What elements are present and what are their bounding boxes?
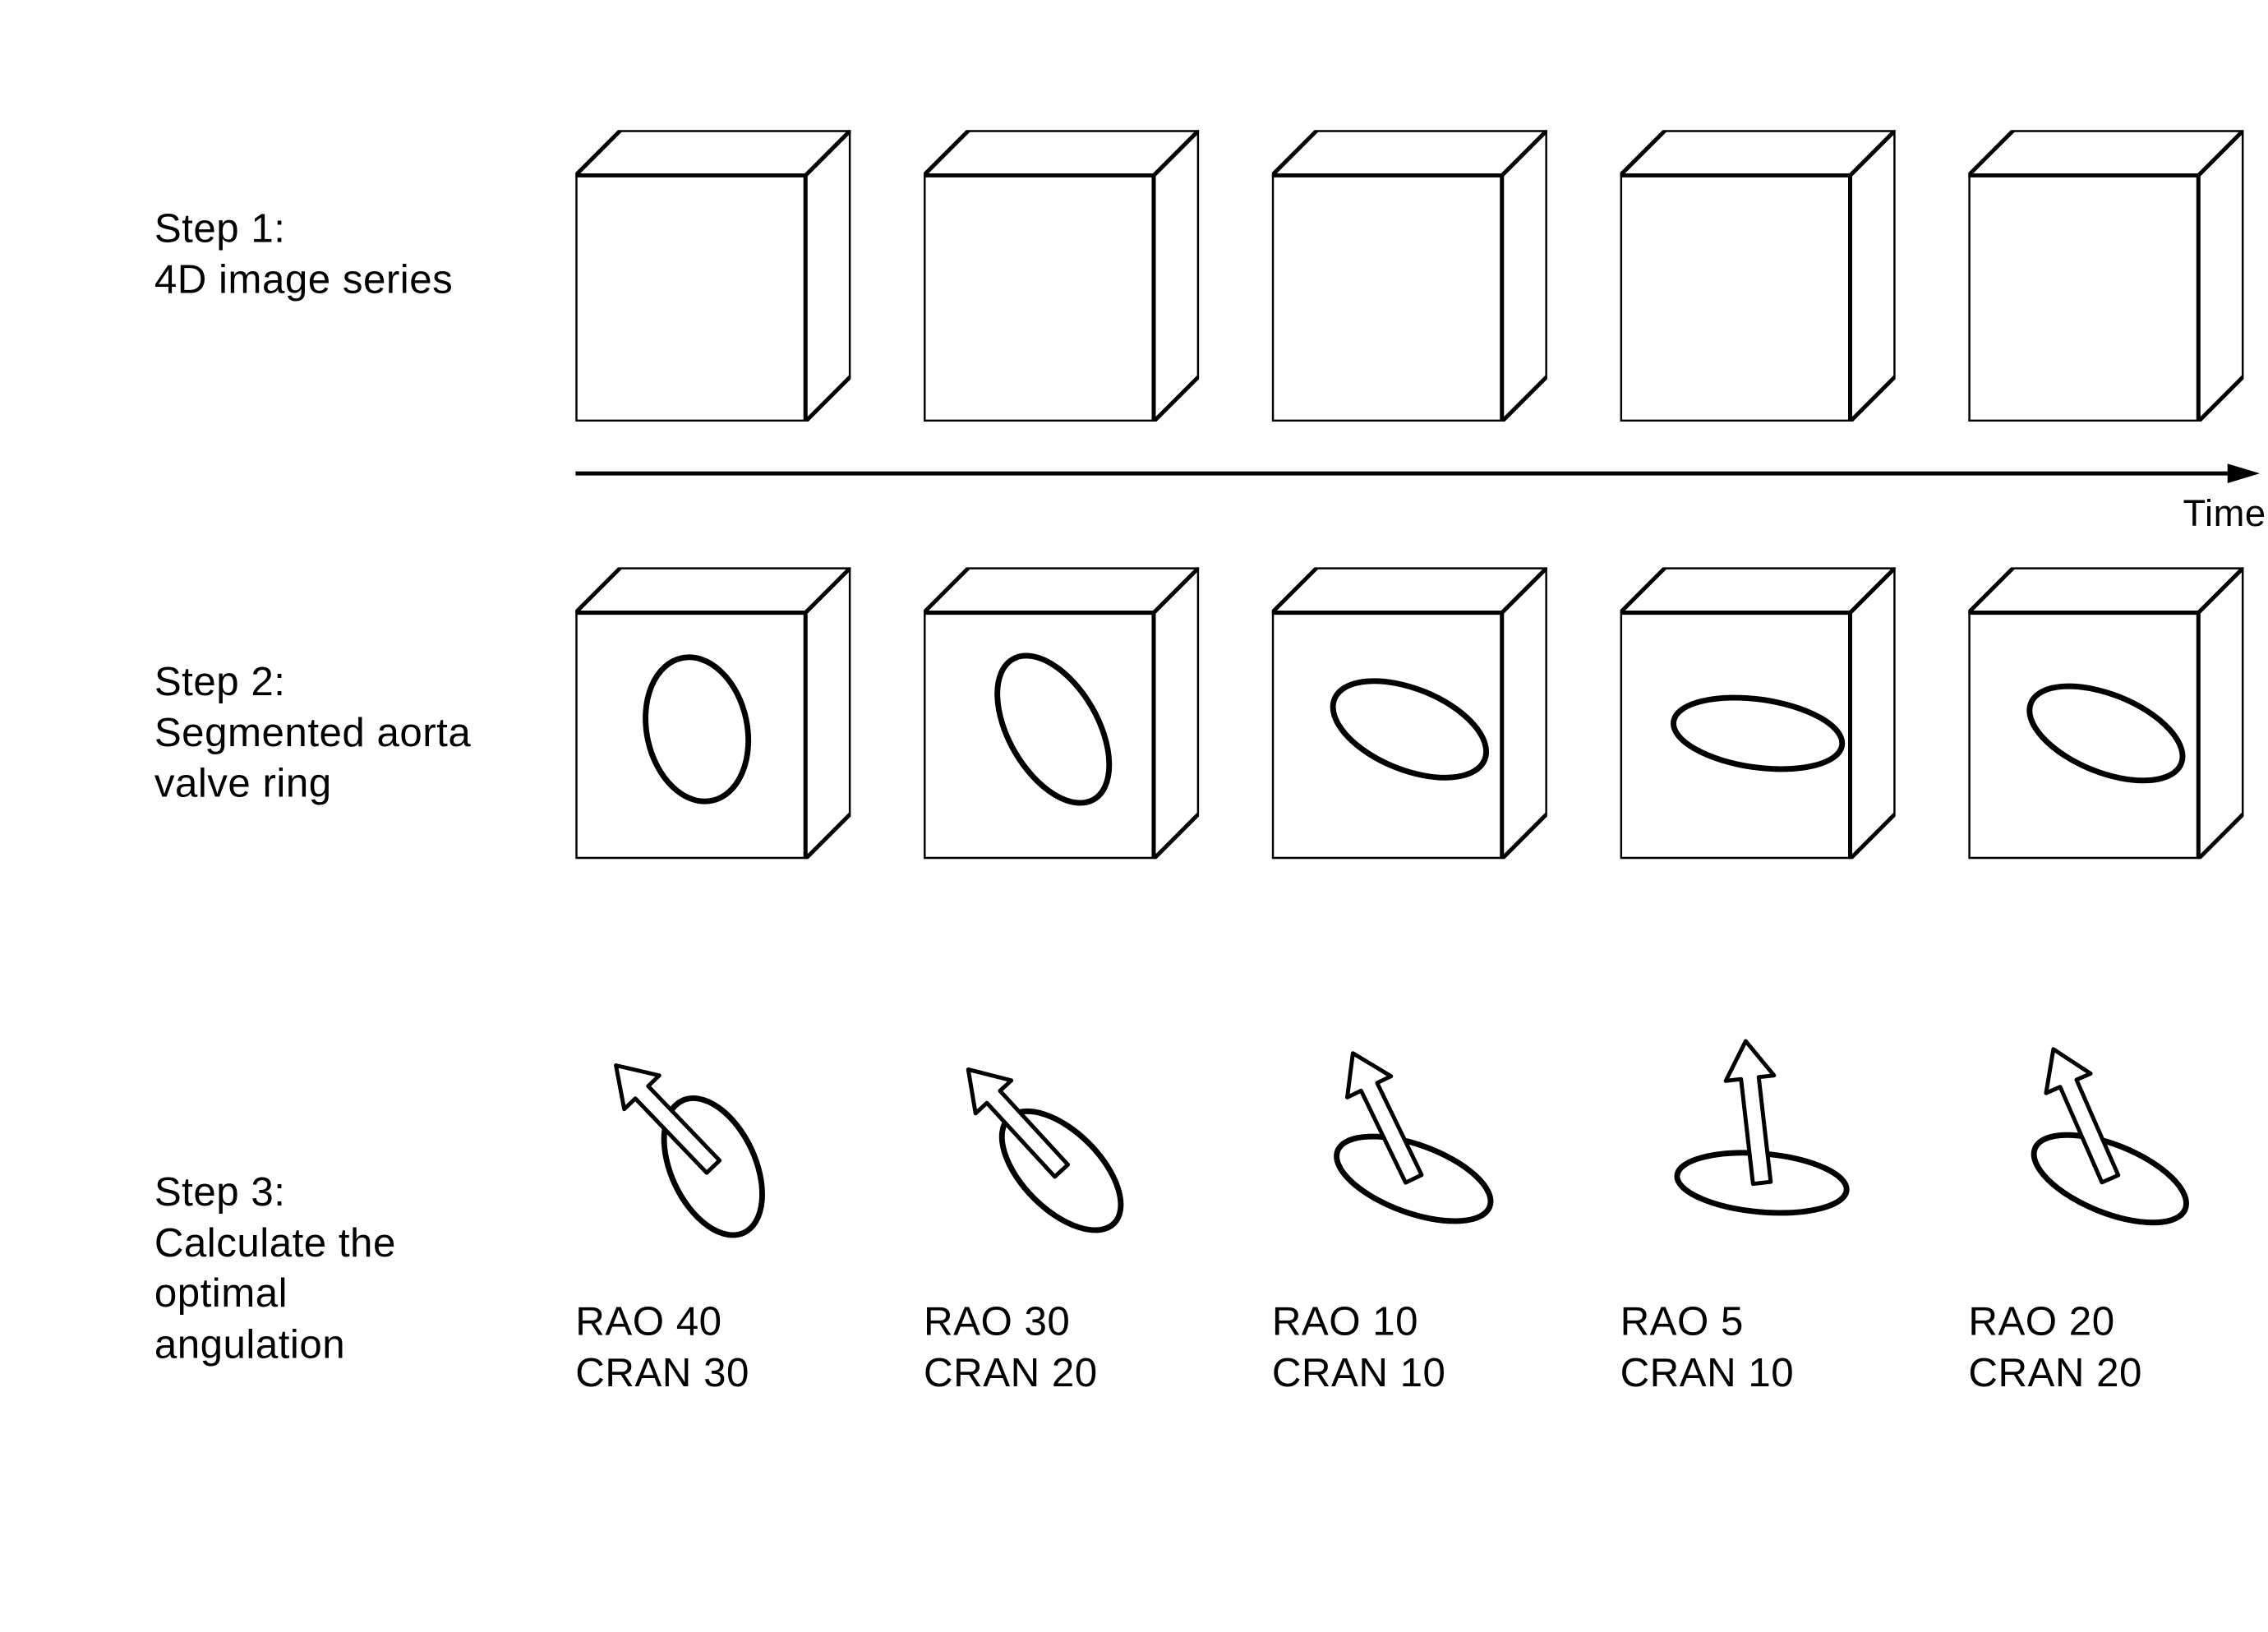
cube-with-valve-ring <box>924 567 1199 859</box>
diagram-root: Step 1: 4D image series Step 2: Segmente… <box>33 33 2268 1576</box>
row-step3-arrows <box>575 1021 2243 1264</box>
cube-with-valve-ring <box>1272 567 1547 859</box>
row-step1-cubes <box>575 130 2243 422</box>
valve-normal-arrow <box>1272 1021 1547 1264</box>
cube-empty <box>924 130 1199 422</box>
cube-with-valve-ring <box>1968 567 2243 859</box>
cube-empty <box>1272 130 1547 422</box>
valve-normal-arrow <box>1620 1021 1896 1264</box>
angulation-label: RAO 20 CRAN 20 <box>1968 1296 2142 1397</box>
cube-empty <box>1968 130 2243 422</box>
angulation-label: RAO 5 CRAN 10 <box>1620 1296 1795 1397</box>
time-axis <box>575 462 2260 527</box>
step1-label: Step 1: 4D image series <box>154 203 453 304</box>
cube-with-valve-ring <box>575 567 850 859</box>
cube-with-valve-ring <box>1620 567 1896 859</box>
row-step2-cubes <box>575 567 2243 859</box>
step2-label: Step 2: Segmented aorta valve ring <box>154 657 471 809</box>
valve-normal-arrow <box>575 1021 850 1264</box>
angulation-label: RAO 10 CRAN 10 <box>1272 1296 1446 1397</box>
valve-normal-arrow <box>1968 1021 2243 1264</box>
cube-empty <box>575 130 850 422</box>
time-axis-label: Time <box>2183 491 2266 535</box>
angulation-label: RAO 40 CRAN 30 <box>575 1296 749 1397</box>
cube-empty <box>1620 130 1896 422</box>
valve-normal-arrow <box>924 1021 1199 1264</box>
angulation-label: RAO 30 CRAN 20 <box>924 1296 1098 1397</box>
step3-label: Step 3: Calculate the optimal angulation <box>154 1167 396 1369</box>
